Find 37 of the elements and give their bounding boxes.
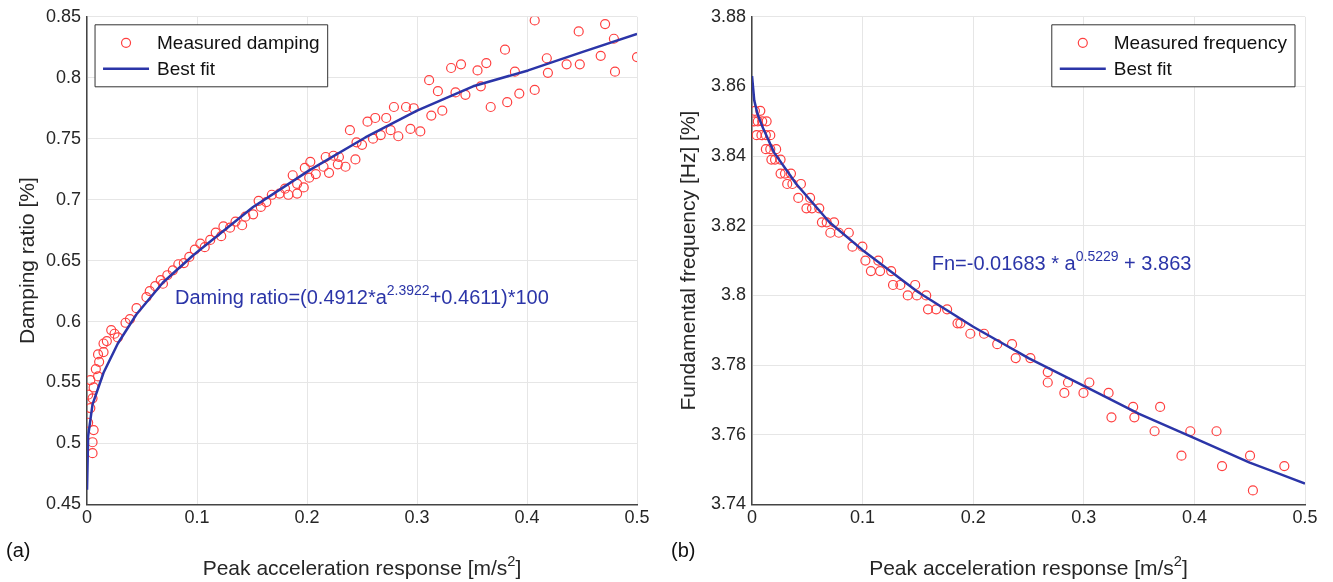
y-tick-label: 0.5 [56, 432, 82, 453]
y-tick-label: 3.74 [710, 493, 747, 514]
x-tick-label: 0.1 [184, 507, 210, 528]
text: (b) [671, 539, 696, 561]
x-tick-label: 0.2 [294, 507, 320, 528]
x-tick-label: 0 [82, 507, 93, 528]
legend-label: Measured frequency [1113, 32, 1288, 54]
y-tick-label: 0.8 [56, 66, 82, 87]
y-tick-label: 3.8 [721, 284, 747, 305]
x-tick-label: 0.1 [850, 507, 876, 528]
x-tick-label: 0.2 [960, 507, 986, 528]
y-tick-label: 0.85 [45, 5, 82, 26]
y-tick-label: 3.82 [710, 214, 747, 235]
y-tick-label: 3.76 [710, 423, 747, 444]
legend-label: Best fit [157, 58, 216, 80]
x-tick-label: 0 [747, 507, 758, 528]
y-axis-title: Damping ratio [%] [15, 177, 38, 345]
y-tick-label: 0.7 [56, 188, 82, 209]
y-tick-label: 0.45 [45, 493, 82, 514]
x-tick-label: 0.4 [1181, 507, 1207, 528]
y-tick-label: 0.6 [56, 310, 82, 331]
y-tick-label: 3.86 [710, 75, 747, 96]
y-axis-title: Fundamental frequency [Hz] [%] [676, 110, 699, 411]
legend-label: Best fit [1113, 58, 1173, 80]
x-tick-label: 0.5 [1292, 507, 1318, 528]
y-tick-label: 0.75 [45, 127, 82, 148]
x-tick-label: 0.3 [1071, 507, 1097, 528]
y-tick-label: 3.84 [710, 145, 747, 166]
x-tick-label: 0.3 [404, 507, 430, 528]
text: (a) [6, 539, 31, 561]
x-tick-label: 0.5 [624, 507, 650, 528]
y-tick-label: 0.65 [45, 249, 82, 270]
y-tick-label: 3.78 [710, 354, 747, 375]
y-tick-label: 3.88 [710, 5, 747, 26]
x-tick-label: 0.4 [514, 507, 540, 528]
y-tick-label: 0.55 [45, 371, 82, 392]
legend-label: Measured damping [157, 32, 320, 54]
